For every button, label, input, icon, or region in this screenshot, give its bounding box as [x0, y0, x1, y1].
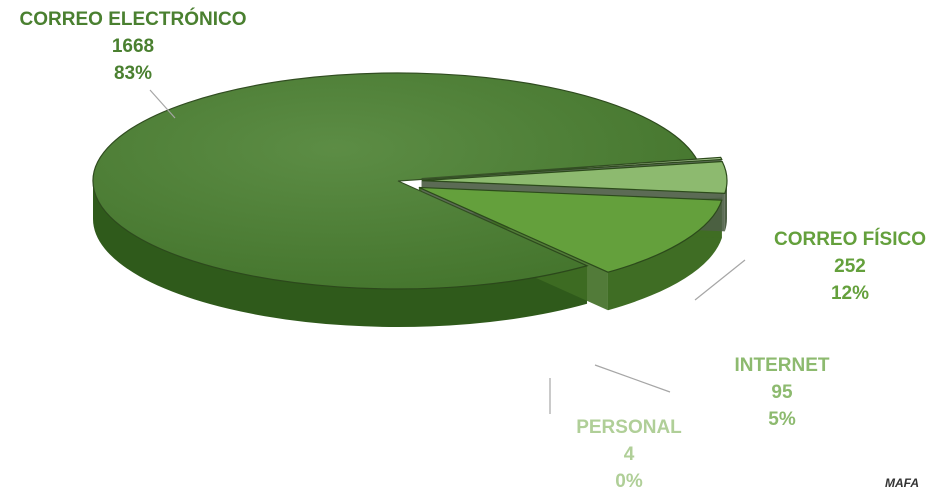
slice-label-internet: INTERNET 95 5% — [735, 352, 830, 433]
leader-lines — [149, 89, 746, 414]
pie-side-correo-electronico — [93, 181, 588, 327]
chart-credit: MAFA — [885, 476, 919, 490]
slice-label-correo-fisico: CORREO FÍSICO 252 12% — [774, 226, 926, 307]
slice-label-value: 1668 — [111, 36, 155, 57]
slice-label-percent: 12% — [830, 283, 870, 304]
pie-slice-correo-fisico — [418, 186, 723, 273]
leader-line-internet — [594, 364, 671, 393]
slice-label-personal: PERSONAL 4 0% — [576, 414, 682, 495]
slice-label-value: 4 — [623, 444, 635, 465]
slice-label-value: 95 — [771, 382, 793, 403]
slice-label-name: PERSONAL — [576, 417, 682, 438]
pie-top-layer — [92, 72, 728, 290]
slice-label-name: CORREO ELECTRÓNICO — [19, 9, 247, 30]
pie-slice-highlight — [93, 73, 698, 290]
slice-label-percent: 83% — [113, 63, 153, 84]
leader-line-correo-fisico — [694, 259, 746, 301]
leader-line-correo-electronico — [149, 89, 176, 119]
slice-label-value: 252 — [834, 256, 866, 277]
slice-label-name: CORREO FÍSICO — [773, 229, 927, 250]
pie-slice-internet — [421, 160, 728, 194]
slice-label-percent: 5% — [768, 409, 796, 430]
slice-label-percent: 0% — [615, 471, 643, 492]
slice-label-correo-electronico: CORREO ELECTRÓNICO 1668 83% — [20, 6, 247, 87]
slice-label-name: INTERNET — [734, 355, 830, 376]
pie-side-correo-fisico — [607, 200, 722, 311]
